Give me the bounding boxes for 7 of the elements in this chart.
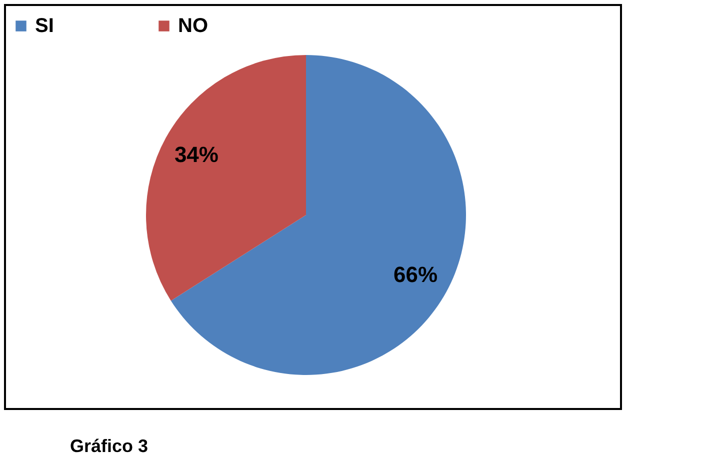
data-label: 66% [394,262,438,288]
legend-label: SI [35,15,54,37]
legend-label: NO [178,15,208,37]
pie-slice [170,55,466,375]
pie-slice [146,55,306,301]
data-label: 34% [174,142,218,167]
text: Gráfico 3 [70,436,148,457]
